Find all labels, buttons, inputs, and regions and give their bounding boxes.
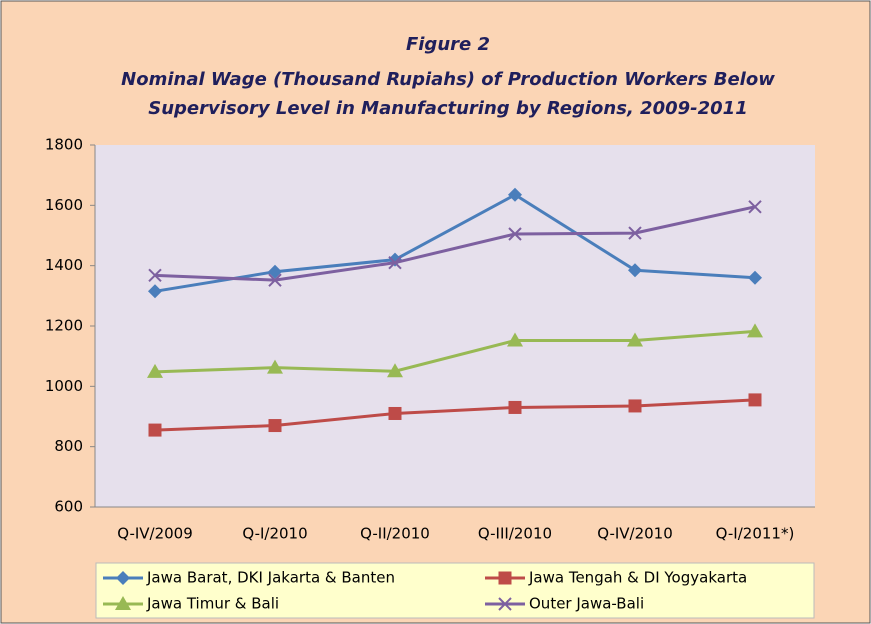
legend-marker — [498, 597, 512, 611]
data-point — [268, 419, 282, 433]
legend-label: Outer Jawa-Bali — [529, 595, 644, 613]
data-point — [627, 332, 643, 347]
data-point — [267, 359, 283, 374]
legend-marker — [116, 571, 130, 585]
y-tick-label: 1400 — [45, 256, 83, 274]
data-point — [268, 264, 282, 279]
data-point — [748, 270, 762, 285]
y-tick-label: 600 — [54, 498, 83, 516]
x-tick-label: Q-I/2011*) — [716, 525, 795, 543]
legend-box — [95, 562, 815, 619]
chart-title: Nominal Wage (Thousand Rupiahs) of Produ… — [121, 69, 775, 90]
legend-label: Jawa Timur & Bali — [146, 595, 279, 613]
y-tick-label: 800 — [54, 437, 83, 455]
data-point — [508, 227, 522, 241]
data-point — [747, 323, 763, 338]
chart-title: Figure 2 — [406, 34, 490, 55]
legend-marker — [498, 571, 512, 585]
data-point — [387, 363, 403, 378]
legend-label: Jawa Tengah & DI Yogyakarta — [528, 569, 747, 587]
data-point — [388, 255, 402, 270]
x-tick-label: Q-IV/2009 — [117, 525, 193, 543]
chart-title: Supervisory Level in Manufacturing by Re… — [148, 98, 747, 119]
series-line — [154, 329, 756, 374]
legend-label: Jawa Barat, DKI Jakarta & Banten — [146, 569, 395, 587]
data-point — [628, 263, 642, 278]
plot-area — [95, 145, 815, 507]
x-tick-label: Q-IV/2010 — [597, 525, 673, 543]
data-point — [508, 400, 522, 414]
data-point — [148, 284, 162, 299]
y-tick-label: 1600 — [45, 196, 83, 214]
data-point — [388, 406, 402, 420]
data-point — [508, 187, 522, 202]
data-point — [748, 393, 762, 407]
y-tick-label: 1000 — [45, 377, 83, 395]
x-tick-label: Q-II/2010 — [360, 525, 430, 543]
data-point — [507, 332, 523, 347]
data-point — [628, 226, 642, 240]
x-tick-label: Q-III/2010 — [478, 525, 552, 543]
data-point — [748, 200, 762, 214]
x-tick-label: Q-I/2010 — [242, 525, 307, 543]
legend-marker — [115, 596, 131, 610]
series-line — [154, 398, 756, 432]
y-tick-label: 1200 — [45, 317, 83, 335]
y-tick-label: 1800 — [45, 136, 83, 154]
series-line — [154, 193, 756, 293]
data-point — [148, 423, 162, 437]
data-point — [147, 363, 163, 378]
data-point — [268, 273, 282, 287]
series-line — [154, 205, 756, 282]
data-point — [148, 268, 162, 283]
data-point — [628, 399, 642, 413]
